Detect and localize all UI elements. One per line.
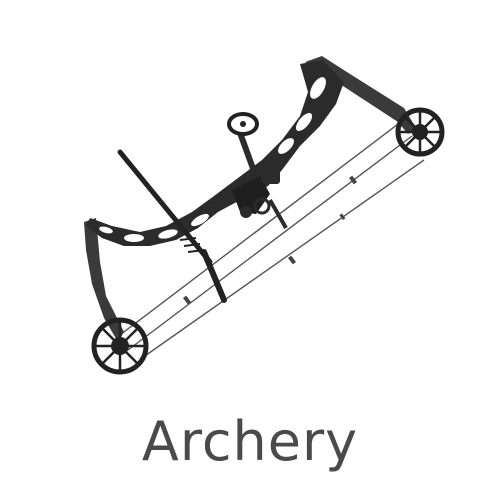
lower-limb xyxy=(84,218,124,342)
bow-sight xyxy=(227,112,280,184)
bow-stabilizer xyxy=(117,149,227,303)
upper-cam xyxy=(395,107,445,157)
bow-riser xyxy=(86,60,344,246)
riser-cutouts xyxy=(99,77,326,242)
cable-slide xyxy=(268,199,288,229)
string-markers xyxy=(182,175,358,305)
bow-string xyxy=(115,117,425,359)
arrow-rest xyxy=(240,197,271,218)
category-label: Archery xyxy=(141,410,359,473)
lower-cam xyxy=(91,317,149,375)
bow-grip xyxy=(232,176,270,214)
compound-bow-icon xyxy=(84,56,445,375)
